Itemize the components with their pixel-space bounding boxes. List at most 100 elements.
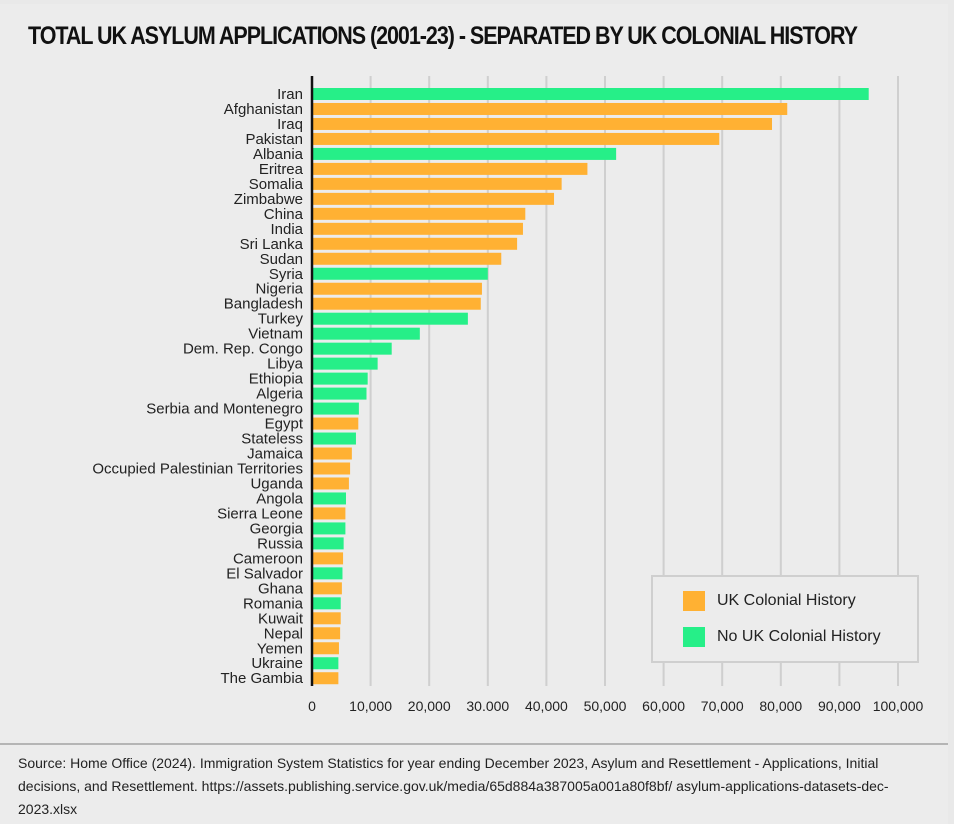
bar-sudan — [312, 252, 502, 265]
bar-el-salvador — [312, 567, 343, 580]
category-label: Sudan — [260, 251, 303, 268]
bar-occupied-palestinian-territories — [312, 462, 351, 475]
category-label: Serbia and Montenegro — [146, 401, 303, 418]
bar-iran — [312, 88, 869, 100]
bar-syria — [312, 267, 488, 280]
bar-eritrea — [312, 162, 588, 175]
legend-item-colonial: UK Colonial History — [683, 591, 856, 611]
bar-yemen — [312, 642, 339, 655]
legend-label-non-colonial: No UK Colonial History — [717, 628, 881, 645]
category-label: Sri Lanka — [240, 236, 304, 253]
category-label: Occupied Palestinian Territories — [92, 461, 303, 478]
category-label: Vietnam — [248, 326, 303, 343]
category-label: Iran — [277, 86, 303, 103]
category-label: Cameroon — [233, 550, 303, 567]
x-tick-label: 0 — [308, 698, 316, 714]
bar-uganda — [312, 477, 349, 490]
category-label: Nepal — [264, 625, 303, 642]
bar-sierra-leone — [312, 507, 346, 520]
bars — [312, 88, 869, 685]
x-tick-label: 30.000 — [466, 698, 509, 714]
bar-pakistan — [312, 132, 720, 145]
bar-cameroon — [312, 552, 344, 565]
bar-serbia-and-montenegro — [312, 402, 359, 415]
legend-swatch-non-colonial — [683, 627, 705, 647]
category-label: Nigeria — [255, 281, 303, 298]
legend: UK Colonial History No UK Colonial Histo… — [651, 575, 919, 663]
bar-romania — [312, 597, 341, 610]
bar-india — [312, 222, 523, 235]
category-label: Algeria — [256, 386, 303, 403]
x-tick-label: 100,000 — [873, 698, 924, 714]
bar-angola — [312, 492, 346, 505]
category-label: Ghana — [258, 580, 304, 597]
category-label: Zimbabwe — [234, 191, 303, 208]
x-tick-label: 20,000 — [408, 698, 451, 714]
category-label: Syria — [269, 266, 304, 283]
x-tick-label: 80,000 — [759, 698, 802, 714]
category-label: Ethiopia — [249, 371, 304, 388]
bar-ukraine — [312, 657, 339, 670]
category-label: Eritrea — [259, 161, 304, 178]
category-label: Iraq — [277, 116, 303, 133]
bar-jamaica — [312, 447, 352, 460]
category-label: Bangladesh — [224, 296, 303, 313]
category-label: Pakistan — [245, 131, 303, 148]
category-label: Jamaica — [247, 446, 304, 463]
category-label: Stateless — [241, 431, 303, 448]
category-label: Afghanistan — [224, 101, 303, 118]
category-label: Turkey — [258, 311, 304, 328]
chart-title: TOTAL UK ASYLUM APPLICATIONS (2001-23) -… — [28, 22, 858, 50]
bar-georgia — [312, 522, 346, 535]
bar-dem-rep-congo — [312, 342, 392, 355]
x-tick-labels: 0 10,000 20,000 30.000 40,000 50,000 60,000 70,… — [308, 698, 923, 714]
bar-zimbabwe — [312, 192, 555, 205]
category-label: Ukraine — [251, 655, 303, 672]
legend-item-non-colonial: No UK Colonial History — [683, 627, 881, 647]
bar-libya — [312, 357, 378, 370]
bar-egypt — [312, 417, 359, 430]
legend-swatch-colonial — [683, 591, 705, 611]
category-label: Kuwait — [258, 610, 304, 627]
x-tick-label: 40,000 — [525, 698, 568, 714]
x-tick-label: 50,000 — [584, 698, 627, 714]
bar-turkey — [312, 312, 468, 325]
category-label: Georgia — [250, 520, 304, 537]
category-label: Romania — [243, 595, 304, 612]
bar-ethiopia — [312, 372, 368, 385]
category-label: Albania — [253, 146, 304, 163]
bar-the-gambia — [312, 672, 339, 685]
x-tick-label: 70,000 — [701, 698, 744, 714]
category-label: The Gambia — [220, 670, 303, 687]
category-label: Libya — [267, 356, 304, 373]
bar-ghana — [312, 582, 342, 595]
category-label: India — [270, 221, 303, 238]
category-label: Sierra Leone — [217, 505, 303, 522]
category-label: Somalia — [249, 176, 304, 193]
category-label: Angola — [256, 490, 303, 507]
bar-sri-lanka — [312, 237, 518, 250]
bar-iraq — [312, 117, 773, 130]
bar-chart: IranAfghanistanIraqPakistanAlbaniaEritre… — [92, 76, 924, 714]
category-label: Egypt — [265, 416, 304, 433]
bar-nigeria — [312, 282, 482, 295]
bar-kuwait — [312, 612, 341, 625]
category-labels: IranAfghanistanIraqPakistanAlbaniaEritre… — [92, 86, 304, 687]
bar-algeria — [312, 387, 367, 400]
bar-vietnam — [312, 327, 420, 340]
x-tick-label: 10,000 — [349, 698, 392, 714]
legend-label-colonial: UK Colonial History — [717, 592, 856, 609]
bar-nepal — [312, 627, 341, 640]
footer-divider — [0, 743, 948, 745]
bar-albania — [312, 147, 617, 160]
bar-somalia — [312, 177, 562, 190]
category-label: Yemen — [257, 640, 303, 657]
category-label: Dem. Rep. Congo — [183, 341, 303, 358]
x-tick-label: 90,000 — [818, 698, 861, 714]
category-label: China — [264, 206, 304, 223]
bar-bangladesh — [312, 297, 481, 310]
category-label: Russia — [257, 535, 304, 552]
bar-stateless — [312, 432, 356, 445]
category-label: El Salvador — [226, 565, 303, 582]
x-tick-label: 60,000 — [642, 698, 685, 714]
